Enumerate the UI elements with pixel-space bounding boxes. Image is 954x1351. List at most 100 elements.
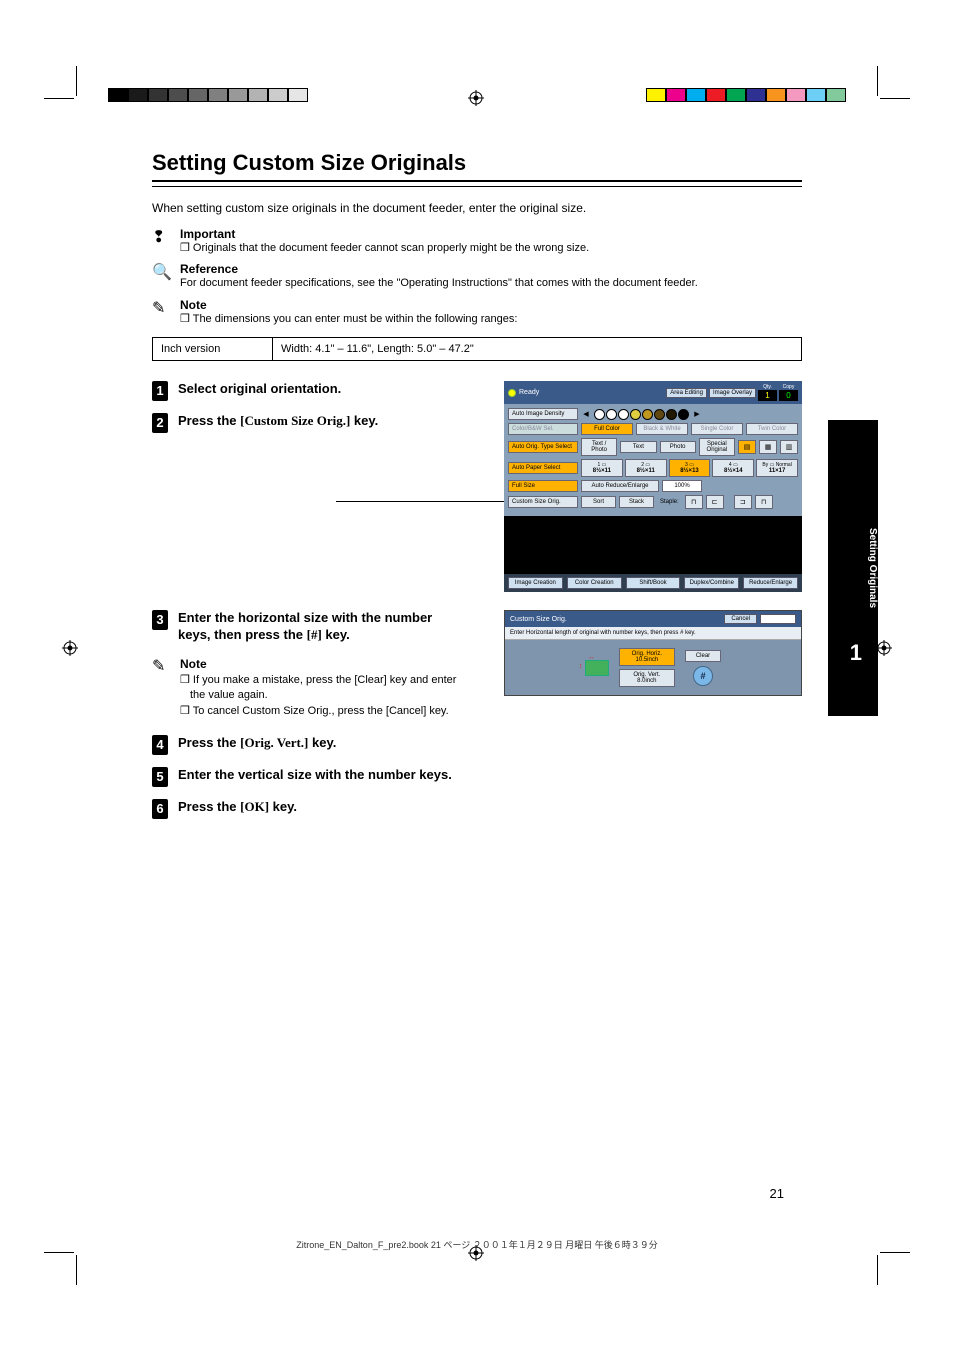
step-text: Select original orientation. bbox=[178, 381, 458, 401]
note-bullet: ❒ To cancel Custom Size Orig., press the… bbox=[180, 704, 460, 719]
panel-tab[interactable]: Shift/Book bbox=[626, 577, 681, 589]
hash-button[interactable]: # bbox=[693, 666, 713, 686]
cancel-button[interactable]: Cancel bbox=[724, 614, 757, 624]
note-callout-a: ✎ Note ❒ The dimensions you can enter mu… bbox=[152, 298, 802, 327]
step-text: Press the [Custom Size Orig.] key. bbox=[178, 413, 458, 433]
staple-pos-3-icon[interactable]: ⊐ bbox=[734, 495, 752, 509]
paper-tray-button[interactable]: 2 ▭ 8½×11 bbox=[625, 459, 667, 477]
density-scale bbox=[594, 409, 689, 420]
step-text: Press the [Orig. Vert.] key. bbox=[178, 735, 336, 755]
density-dot bbox=[642, 409, 653, 420]
density-dot bbox=[618, 409, 629, 420]
single-color-button[interactable]: Single Color bbox=[691, 423, 743, 435]
swatch bbox=[228, 88, 248, 102]
black-white-button[interactable]: Black & White bbox=[636, 423, 688, 435]
swatch bbox=[826, 88, 846, 102]
reference-head: Reference bbox=[180, 262, 698, 276]
sort-button[interactable]: Sort bbox=[581, 496, 616, 508]
original-preview-icon bbox=[585, 660, 609, 676]
full-color-button[interactable]: Full Color bbox=[581, 423, 633, 435]
area-editing-button[interactable]: Area Editing bbox=[666, 388, 707, 398]
table-cell-value: Width: 4.1" – 11.6", Length: 5.0" – 47.2… bbox=[273, 338, 802, 361]
callout-line bbox=[336, 501, 504, 502]
panel-tab[interactable]: Duplex/Combine bbox=[684, 577, 739, 589]
swatch bbox=[746, 88, 766, 102]
step-3: 3 Enter the horizontal size with the num… bbox=[152, 610, 460, 644]
chapter-number: 1 bbox=[850, 640, 862, 666]
reference-callout: 🔍 Reference For document feeder specific… bbox=[152, 262, 802, 291]
ok-button[interactable] bbox=[760, 614, 796, 624]
full-size-button[interactable]: Full Size bbox=[508, 480, 578, 492]
important-head: Important bbox=[180, 227, 589, 241]
dialog-instruction: Enter Horizontal length of original with… bbox=[505, 627, 801, 640]
swatch bbox=[666, 88, 686, 102]
swatch bbox=[706, 88, 726, 102]
density-dot bbox=[630, 409, 641, 420]
swatch bbox=[686, 88, 706, 102]
auto-reduce-enlarge[interactable]: Auto Reduce/Enlarge bbox=[581, 480, 659, 492]
twin-color-button[interactable]: Twin Color bbox=[746, 423, 798, 435]
paper-tray-button[interactable]: 3 ▭ 8½×13 bbox=[669, 459, 711, 477]
footer-text: Zitrone_EN_Dalton_F_pre2.book 21 ページ ２００… bbox=[0, 1238, 954, 1251]
swatch bbox=[268, 88, 288, 102]
grayscale-swatches bbox=[108, 88, 308, 102]
registration-target-left bbox=[62, 640, 78, 656]
page-number: 21 bbox=[770, 1186, 784, 1201]
swatch bbox=[288, 88, 308, 102]
step-number: 1 bbox=[152, 381, 168, 401]
note-body-a: ❒ The dimensions you can enter must be w… bbox=[180, 312, 802, 327]
custom-size-orig-button[interactable]: Custom Size Orig. bbox=[508, 496, 578, 508]
special-original-button[interactable]: Special Original bbox=[699, 438, 735, 456]
step-text: Enter the horizontal size with the numbe… bbox=[178, 610, 458, 644]
panel-tab[interactable]: Color Creation bbox=[567, 577, 622, 589]
step-text: Enter the vertical size with the number … bbox=[178, 767, 452, 787]
important-body: ❒ Originals that the document feeder can… bbox=[180, 241, 589, 256]
step-4: 4 Press the [Orig. Vert.] key. bbox=[152, 735, 802, 755]
intro-text: When setting custom size originals in th… bbox=[152, 199, 802, 217]
important-icon: ❢ bbox=[152, 227, 170, 256]
orientation-mixed-icon[interactable]: ▦ bbox=[759, 440, 777, 454]
auto-image-density[interactable]: Auto Image Density bbox=[508, 408, 578, 420]
step-6: 6 Press the [OK] key. bbox=[152, 799, 802, 819]
text-photo-button[interactable]: Text / Photo bbox=[581, 438, 617, 456]
paper-tray-button[interactable]: 1 ▭ 8½×11 bbox=[581, 459, 623, 477]
page-body: Setting Custom Size Originals When setti… bbox=[152, 150, 802, 831]
stack-button[interactable]: Stack bbox=[619, 496, 654, 508]
note-icon: ✎ bbox=[152, 656, 170, 719]
auto-paper-select[interactable]: Auto Paper Select bbox=[508, 462, 578, 474]
step-number: 2 bbox=[152, 413, 168, 433]
reference-icon: 🔍 bbox=[152, 262, 170, 291]
paper-tray-button[interactable]: 4 ▭ 8½×14 bbox=[712, 459, 754, 477]
step-5: 5 Enter the vertical size with the numbe… bbox=[152, 767, 802, 787]
swatch bbox=[128, 88, 148, 102]
auto-orig-type[interactable]: Auto Orig. Type Select bbox=[508, 441, 578, 453]
staple-pos-2-icon[interactable]: ⊏ bbox=[706, 495, 724, 509]
image-overlay-button[interactable]: Image Overlay bbox=[709, 388, 756, 398]
staple-pos-1-icon[interactable]: ⊓ bbox=[685, 495, 703, 509]
color-bw-select: Color/B&W Sel. bbox=[508, 423, 578, 435]
step-2: 2 Press the [Custom Size Orig.] key. bbox=[152, 413, 458, 433]
density-dot bbox=[678, 409, 689, 420]
clear-button[interactable]: Clear bbox=[685, 650, 721, 662]
text-button[interactable]: Text bbox=[620, 441, 656, 453]
staple-pos-4-icon[interactable]: ⊓ bbox=[755, 495, 773, 509]
swatch bbox=[726, 88, 746, 102]
paper-tray-button[interactable]: By ▭ Normal11×17 bbox=[756, 459, 798, 477]
dialog-title: Custom Size Orig. bbox=[510, 616, 567, 623]
step-number: 4 bbox=[152, 735, 168, 755]
photo-button[interactable]: Photo bbox=[660, 441, 696, 453]
vert-field[interactable]: Orig. Vert.8.0inch bbox=[619, 669, 675, 687]
panel-tab[interactable]: Image Creation bbox=[508, 577, 563, 589]
dimension-table: Inch version Width: 4.1" – 11.6", Length… bbox=[152, 337, 802, 361]
horiz-field[interactable]: Orig. Horiz.10.5inch bbox=[619, 648, 675, 666]
custom-size-dialog-screenshot: Custom Size Orig. Cancel Enter Horizonta… bbox=[504, 610, 802, 696]
swatch bbox=[786, 88, 806, 102]
important-callout: ❢ Important ❒ Originals that the documen… bbox=[152, 227, 802, 256]
registration-target-right bbox=[876, 640, 892, 656]
step-number: 3 bbox=[152, 610, 168, 630]
orientation-landscape-icon[interactable]: ▥ bbox=[780, 440, 798, 454]
panel-tab[interactable]: Reduce/Enlarge bbox=[743, 577, 798, 589]
orientation-portrait-icon[interactable]: ▤ bbox=[738, 440, 756, 454]
note-head-a: Note bbox=[180, 298, 802, 312]
swatch bbox=[766, 88, 786, 102]
